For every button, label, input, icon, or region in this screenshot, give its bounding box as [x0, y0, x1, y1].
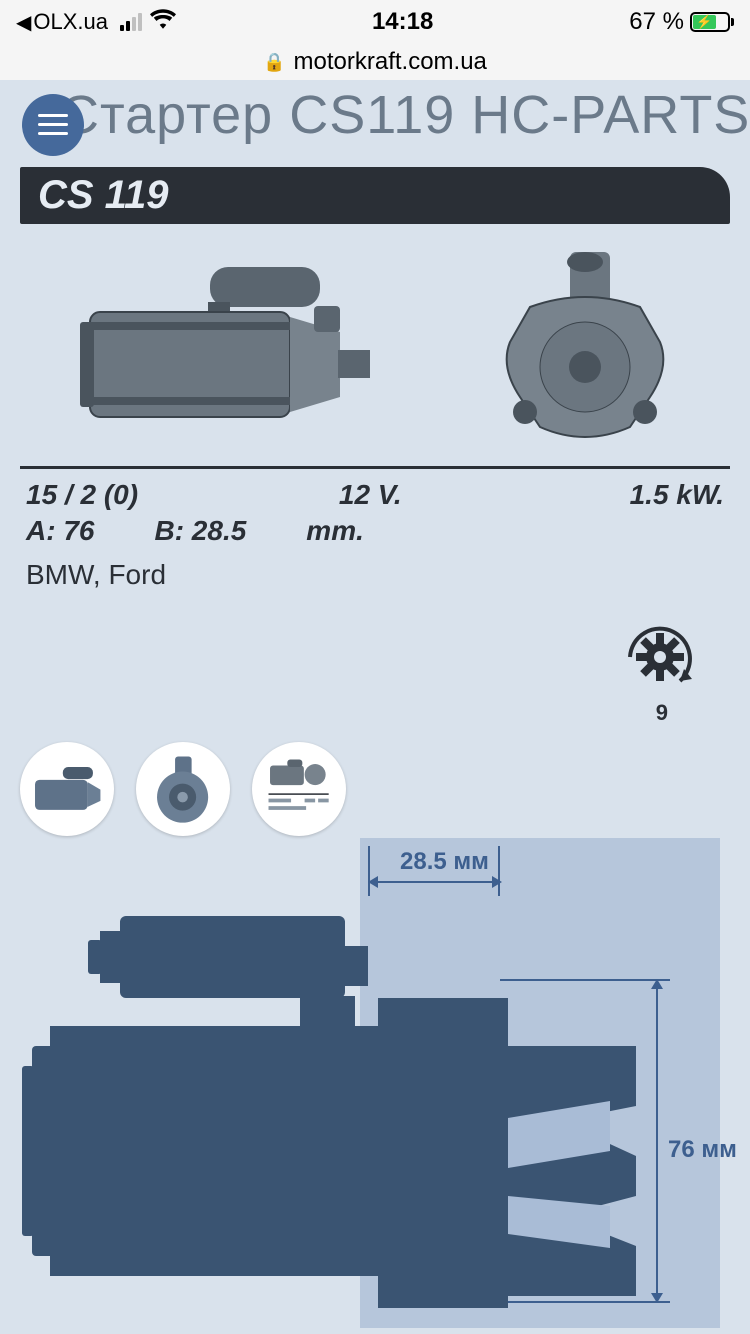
cellular-signal-icon	[120, 13, 142, 31]
spec-divider	[20, 466, 730, 469]
spec-dim-b: B: 28.5	[154, 515, 246, 547]
dim-arrow-horizontal	[370, 881, 500, 883]
thumbnail-1[interactable]	[20, 742, 114, 836]
product-card: CS 119	[20, 167, 730, 726]
dimension-diagram: 28.5 мм 76 мм	[0, 826, 750, 1334]
hamburger-icon	[38, 114, 68, 136]
chevron-left-icon: ◀	[16, 10, 31, 35]
product-photos	[20, 224, 730, 454]
page-title: Стартер CS119 HC-PARTS	[0, 86, 750, 145]
spec-row-1: 15 / 2 (0) 12 V. 1.5 kW.	[20, 477, 730, 513]
spec-power: 1.5 kW.	[561, 479, 724, 511]
spec-dim-a: A: 76	[26, 515, 94, 547]
rotation-direction-icon	[20, 601, 730, 706]
model-banner: CS 119	[20, 167, 730, 224]
dim-label-width: 28.5 мм	[400, 848, 489, 876]
spec-voltage: 12 V.	[339, 479, 502, 511]
spec-ratio: 15 / 2 (0)	[26, 479, 279, 511]
lock-icon: 🔒	[263, 52, 285, 73]
wifi-icon	[150, 8, 176, 36]
compatible-brands: BMW, Ford	[20, 549, 730, 601]
battery-percent: 67 %	[629, 8, 684, 36]
dim-arrow-vertical	[656, 981, 658, 1301]
dim-label-height: 76 мм	[668, 1136, 737, 1164]
starter-side-image	[80, 262, 380, 432]
status-time: 14:18	[372, 8, 433, 36]
thumbnail-3[interactable]	[252, 742, 346, 836]
thumbnail-2[interactable]	[136, 742, 230, 836]
back-to-app[interactable]: ◀ OLX.ua	[16, 9, 108, 35]
spec-dim-unit: mm.	[306, 515, 364, 547]
starter-front-image	[500, 247, 670, 447]
charging-bolt-icon: ⚡	[696, 14, 712, 30]
back-app-label: OLX.ua	[33, 9, 108, 35]
menu-button[interactable]	[22, 94, 84, 156]
status-bar: ◀ OLX.ua 14:18 67 % ⚡	[0, 0, 750, 44]
url-domain: motorkraft.com.ua	[294, 48, 487, 76]
starter-silhouette-icon	[0, 896, 640, 1334]
page-content: Стартер CS119 HC-PARTS CS 119	[0, 80, 750, 1334]
thumbnail-row	[0, 726, 750, 836]
spec-row-2: A: 76 B: 28.5 mm.	[20, 513, 730, 549]
browser-url-bar[interactable]: 🔒 motorkraft.com.ua	[0, 44, 750, 80]
battery-icon: ⚡	[690, 12, 734, 32]
